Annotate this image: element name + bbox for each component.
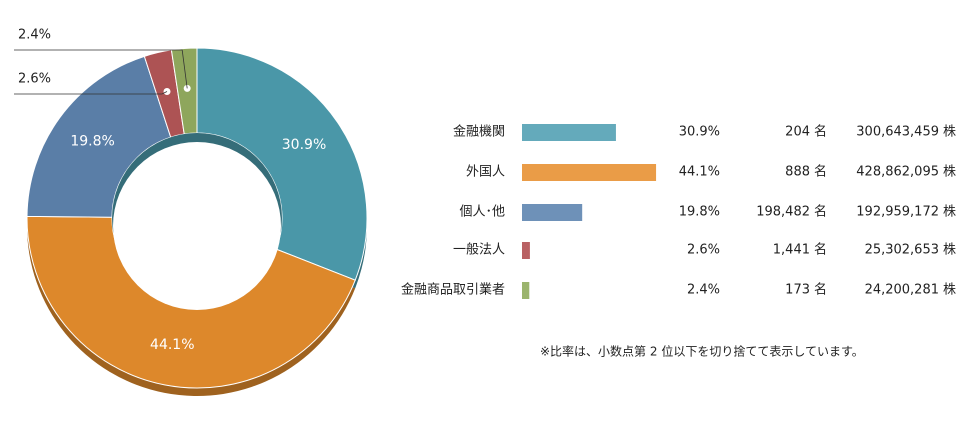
shares-unit: 株 bbox=[943, 205, 956, 220]
slice-label: 30.9% bbox=[282, 137, 326, 153]
legend-bar bbox=[522, 164, 657, 181]
percent-label: 2.4% bbox=[687, 283, 720, 298]
holders-unit: 名 bbox=[814, 282, 827, 298]
slice-label: 19.8% bbox=[70, 133, 114, 149]
category-label: 個人･他 bbox=[459, 205, 505, 220]
category-label: 一般法人 bbox=[453, 242, 505, 258]
callout-label: 2.4% bbox=[18, 28, 51, 43]
holders: 204 bbox=[785, 125, 810, 140]
percent-label: 44.1% bbox=[679, 165, 720, 180]
shares-unit: 株 bbox=[943, 283, 956, 298]
legend-bar bbox=[522, 242, 530, 259]
shares: 24,200,281 bbox=[865, 283, 939, 298]
percent-label: 2.6% bbox=[687, 243, 720, 258]
holders-unit: 名 bbox=[814, 164, 827, 180]
holders: 888 bbox=[785, 165, 810, 180]
holders-unit: 名 bbox=[814, 242, 827, 258]
holders-unit: 名 bbox=[814, 204, 827, 220]
legend-bar bbox=[522, 204, 583, 221]
legend-bar bbox=[522, 282, 530, 299]
holders: 198,482 bbox=[756, 205, 810, 220]
percent-label: 19.8% bbox=[679, 205, 720, 220]
shares: 300,643,459 bbox=[856, 125, 939, 140]
hole bbox=[113, 142, 281, 310]
category-label: 金融商品取引業者 bbox=[401, 282, 505, 298]
footnote: ※比率は、小数点第 2 位以下を切り捨てて表示しています。 bbox=[540, 344, 864, 359]
shares: 25,302,653 bbox=[865, 243, 939, 258]
holders: 173 bbox=[785, 283, 810, 298]
slice-label: 44.1% bbox=[150, 337, 194, 353]
callout-line bbox=[14, 49, 188, 89]
holders: 1,441 bbox=[773, 243, 810, 258]
shares-unit: 株 bbox=[943, 165, 956, 180]
holders-unit: 名 bbox=[814, 124, 827, 140]
shares-unit: 株 bbox=[943, 243, 956, 258]
callout-label: 2.6% bbox=[18, 72, 51, 87]
percent-label: 30.9% bbox=[679, 125, 720, 140]
category-label: 外国人 bbox=[466, 165, 505, 180]
legend-bar bbox=[522, 124, 616, 141]
shares-unit: 株 bbox=[943, 125, 956, 140]
category-label: 金融機関 bbox=[453, 124, 505, 140]
shares: 428,862,095 bbox=[856, 165, 939, 180]
callout-line bbox=[14, 91, 168, 95]
shares: 192,959,172 bbox=[856, 205, 939, 220]
